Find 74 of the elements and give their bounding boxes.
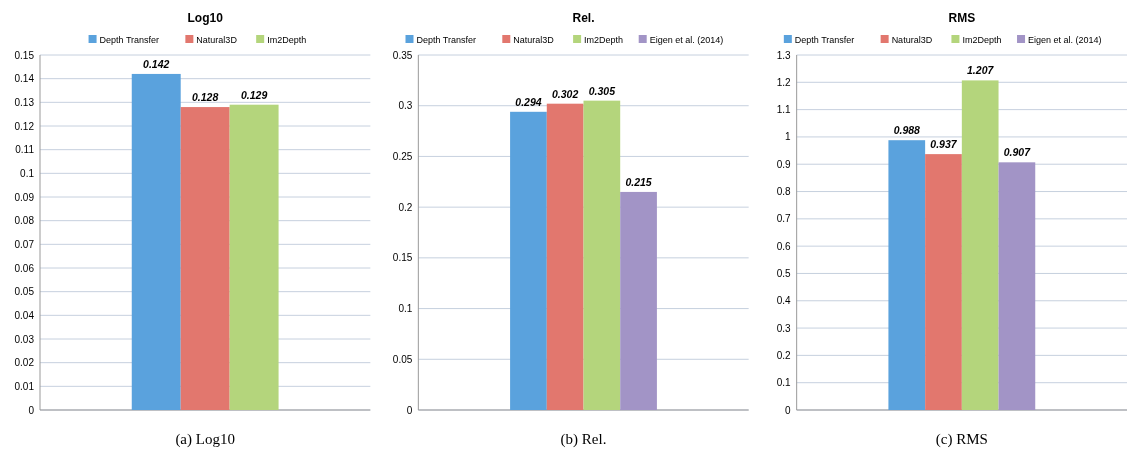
y-tick-label: 0.7 bbox=[776, 213, 792, 225]
bar bbox=[620, 191, 657, 410]
data-label: 0.988 bbox=[893, 124, 921, 137]
y-tick-label: 0 bbox=[28, 404, 35, 416]
y-tick-label: 0.8 bbox=[776, 186, 792, 198]
y-tick-label: 0.14 bbox=[14, 73, 35, 85]
y-tick-label: 0.1 bbox=[776, 377, 792, 389]
y-tick-label: 0.05 bbox=[392, 353, 413, 365]
data-label: 1.207 bbox=[967, 64, 995, 77]
y-tick-label: 1.3 bbox=[776, 49, 792, 61]
legend-label: Eigen et al. (2014) bbox=[1028, 35, 1102, 45]
y-tick-label: 0.12 bbox=[14, 120, 35, 132]
y-tick-label: 0.5 bbox=[776, 267, 792, 279]
y-tick-label: 0 bbox=[406, 404, 413, 416]
text: (c) RMS bbox=[935, 431, 988, 448]
legend-label: Im2Depth bbox=[584, 35, 624, 45]
y-tick-label: 1.2 bbox=[776, 76, 792, 88]
y-tick-label: 0.07 bbox=[14, 238, 35, 250]
data-label: 0.294 bbox=[515, 95, 542, 108]
y-tick-label: 0.1 bbox=[20, 167, 35, 179]
bar bbox=[888, 140, 926, 410]
legend-label: Depth Transfer bbox=[794, 35, 855, 45]
y-tick-label: 0.25 bbox=[392, 150, 413, 162]
text: (b) Rel. bbox=[560, 431, 607, 448]
data-label: 0.937 bbox=[930, 138, 958, 151]
data-label: 0.215 bbox=[625, 175, 652, 188]
y-tick-label: 0.08 bbox=[14, 215, 35, 227]
y-tick-label: 0.15 bbox=[392, 252, 413, 264]
y-tick-label: 0.01 bbox=[14, 380, 35, 392]
y-tick-label: 0.1 bbox=[398, 303, 413, 315]
y-tick-label: 0.09 bbox=[14, 191, 35, 203]
y-tick-label: 0.9 bbox=[776, 158, 792, 170]
y-tick-label: 0.3 bbox=[398, 100, 413, 112]
bar bbox=[510, 111, 547, 410]
bar bbox=[583, 100, 621, 410]
bar bbox=[961, 80, 999, 410]
y-tick-label: 0.05 bbox=[14, 286, 35, 298]
y-tick-label: 0.35 bbox=[392, 49, 413, 61]
text: (a) Log10 bbox=[175, 431, 235, 448]
y-tick-label: 0.04 bbox=[14, 309, 35, 321]
y-tick-label: 0.02 bbox=[14, 357, 35, 369]
bar bbox=[925, 154, 962, 410]
y-tick-label: 0.13 bbox=[14, 96, 35, 108]
y-tick-label: 1 bbox=[785, 131, 792, 143]
data-label: 0.128 bbox=[192, 91, 219, 104]
data-label: 0.305 bbox=[588, 84, 616, 97]
y-tick-label: 0.2 bbox=[776, 349, 792, 361]
y-tick-label: 0.15 bbox=[14, 49, 35, 61]
legend-label: Depth Transfer bbox=[416, 35, 477, 45]
legend-label: Natural3D bbox=[196, 35, 238, 45]
bar bbox=[998, 162, 1036, 410]
data-label: 0.129 bbox=[240, 88, 268, 101]
y-tick-label: 0.4 bbox=[776, 295, 792, 307]
y-tick-label: 0.2 bbox=[398, 201, 413, 213]
legend-label: Depth Transfer bbox=[99, 35, 160, 45]
legend-label: Natural3D bbox=[513, 35, 555, 45]
data-label: 0.142 bbox=[143, 57, 170, 70]
chart-title: RMS bbox=[948, 11, 976, 25]
legend-label: Im2Depth bbox=[962, 35, 1002, 45]
y-tick-label: 0.06 bbox=[14, 262, 35, 274]
chart-title: Log10 bbox=[187, 11, 224, 25]
y-tick-label: 0.3 bbox=[776, 322, 792, 334]
legend-label: Im2Depth bbox=[267, 35, 307, 45]
y-tick-label: 0.6 bbox=[776, 240, 792, 252]
data-label: 0.907 bbox=[1003, 146, 1032, 159]
legend-label: Eigen et al. (2014) bbox=[649, 35, 724, 45]
data-label: 0.302 bbox=[552, 87, 579, 100]
y-tick-label: 0.11 bbox=[15, 144, 35, 156]
legend-label: Natural3D bbox=[891, 35, 933, 45]
y-tick-label: 0.03 bbox=[14, 333, 35, 345]
y-tick-label: 1.1 bbox=[776, 104, 792, 116]
y-tick-label: 0 bbox=[785, 404, 792, 416]
chart-title: Rel. bbox=[572, 11, 595, 25]
bar bbox=[546, 103, 584, 410]
